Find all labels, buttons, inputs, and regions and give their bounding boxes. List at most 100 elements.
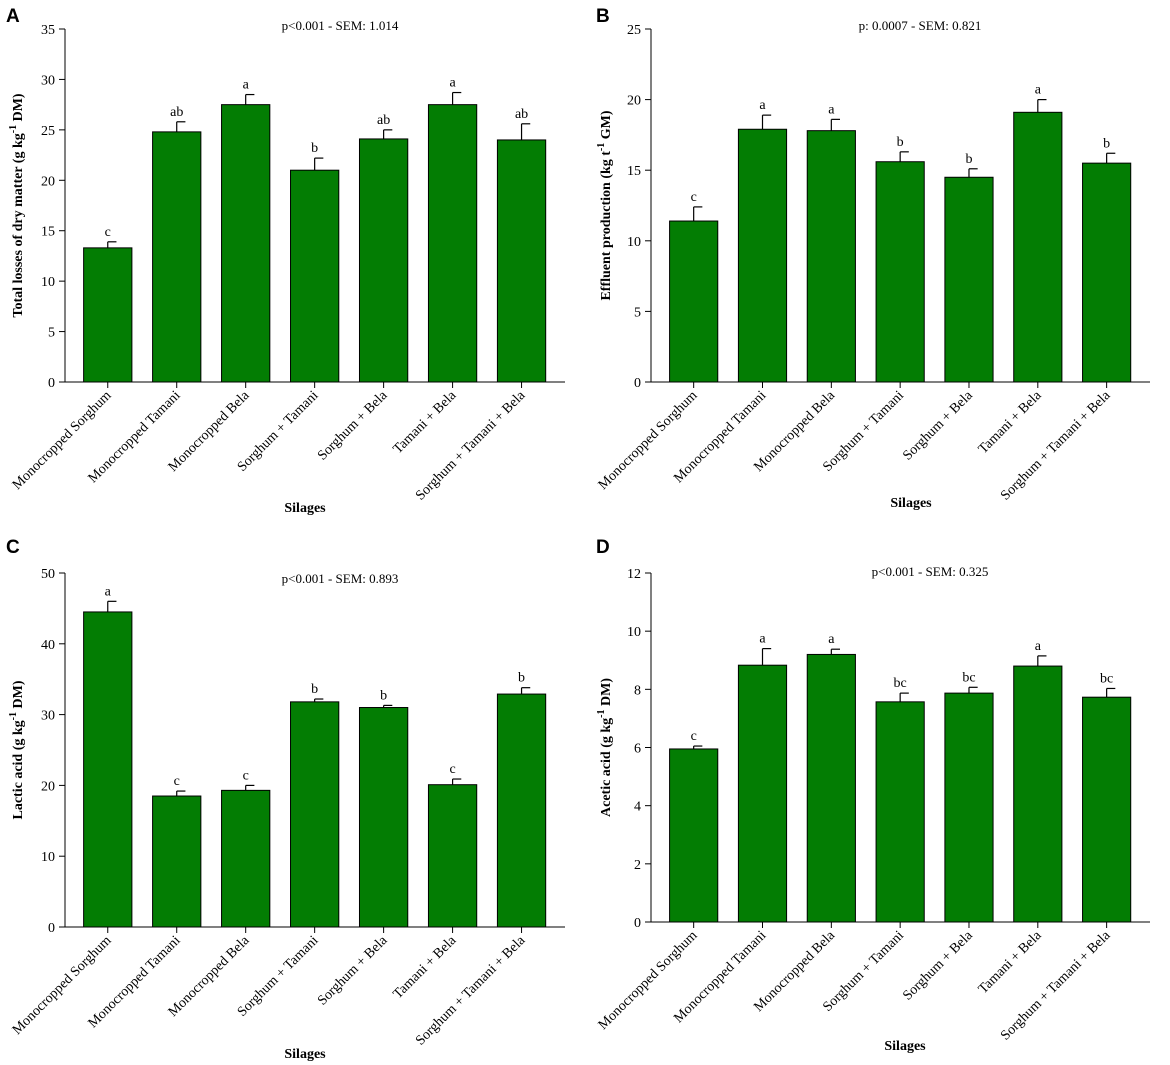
significance-letter: b: [1103, 136, 1110, 151]
y-tick-label: 10: [627, 625, 641, 640]
significance-letter: a: [243, 78, 250, 93]
stats-annotation: p<0.001 - SEM: 0.893: [282, 571, 399, 586]
x-category-label: Tamani + Bela: [976, 928, 1045, 997]
significance-letter: a: [1035, 639, 1042, 654]
bar: [496, 139, 547, 383]
y-tick-label: 5: [634, 305, 641, 320]
bar: [875, 701, 925, 923]
bar: [427, 784, 478, 928]
stats-annotation: p: 0.0007 - SEM: 0.821: [859, 18, 982, 33]
y-tick-label: 4: [634, 800, 641, 815]
y-tick-label: 10: [627, 235, 641, 250]
bar: [1082, 696, 1132, 923]
y-tick-label: 30: [41, 73, 55, 88]
bar: [669, 220, 719, 383]
y-axis-title: Lactic acid (g kg-1 DM): [8, 680, 26, 819]
significance-letter: bc: [894, 676, 907, 691]
bar: [427, 104, 478, 383]
y-tick-label: 0: [48, 376, 55, 391]
x-category-label: Sorghum + Tamani + Bela: [998, 388, 1114, 504]
y-tick-label: 30: [41, 709, 55, 724]
bar: [875, 161, 925, 383]
significance-letter: b: [897, 135, 904, 150]
panel-letter: B: [596, 6, 610, 27]
bar: [1013, 111, 1063, 383]
significance-letter: c: [449, 762, 455, 777]
x-category-label: Tamani + Bela: [391, 933, 460, 1002]
x-category-label: Sorghum + Bela: [900, 388, 976, 464]
bar: [83, 247, 133, 383]
significance-letter: b: [311, 141, 318, 156]
significance-letter: ab: [377, 113, 390, 128]
y-tick-label: 2: [634, 858, 641, 873]
y-tick-label: 40: [41, 638, 55, 653]
panel-letter: A: [6, 6, 20, 27]
stats-annotation: p<0.001 - SEM: 0.325: [872, 564, 989, 579]
significance-letter: a: [759, 632, 766, 647]
significance-letter: c: [105, 225, 111, 240]
y-tick-label: 25: [627, 23, 641, 38]
y-axis-title: Acetic acid (g kg-1 DM): [596, 678, 614, 817]
bar: [806, 653, 856, 923]
y-tick-label: 6: [634, 742, 641, 757]
x-axis-title: Silages: [284, 501, 326, 516]
bar: [358, 707, 409, 928]
y-tick-label: 20: [41, 174, 55, 189]
bar: [152, 795, 202, 928]
x-category-label: Tamani + Bela: [391, 388, 460, 457]
significance-letter: a: [759, 98, 766, 113]
bar: [221, 789, 271, 928]
x-category-label: Sorghum + Bela: [900, 928, 976, 1004]
significance-letter: bc: [962, 670, 975, 685]
x-axis-title: Silages: [890, 496, 932, 511]
x-category-label: Sorghum + Tamani + Bela: [413, 388, 529, 504]
x-category-label: Sorghum + Bela: [315, 933, 391, 1009]
x-axis-title: Silages: [884, 1039, 926, 1054]
y-tick-label: 0: [634, 376, 641, 391]
bar: [496, 693, 547, 928]
significance-letter: b: [380, 688, 387, 703]
x-axis-title: Silages: [284, 1047, 326, 1062]
y-tick-label: 5: [48, 326, 55, 341]
significance-letter: b: [518, 671, 525, 686]
significance-letter: bc: [1100, 671, 1113, 686]
panel-letter: C: [6, 537, 20, 558]
significance-letter: a: [828, 632, 835, 647]
bar: [1082, 162, 1132, 383]
bar: [290, 701, 340, 928]
significance-letter: c: [691, 729, 697, 744]
x-category-label: Sorghum + Bela: [315, 388, 391, 464]
significance-letter: ab: [515, 107, 528, 122]
significance-letter: ab: [170, 105, 183, 120]
y-tick-label: 20: [41, 779, 55, 794]
y-tick-label: 0: [634, 916, 641, 931]
bar: [358, 138, 409, 383]
bar: [944, 176, 994, 383]
significance-letter: b: [965, 152, 972, 167]
bar: [83, 611, 133, 928]
y-tick-label: 10: [41, 850, 55, 865]
bar: [1013, 665, 1063, 923]
significance-letter: a: [449, 76, 456, 91]
y-tick-label: 50: [41, 567, 55, 582]
significance-letter: a: [1035, 83, 1042, 98]
y-axis-title: Effluent production (kg t-1 GM): [596, 110, 614, 300]
bar: [152, 131, 202, 383]
significance-letter: b: [311, 682, 318, 697]
significance-letter: c: [243, 768, 249, 783]
x-category-label: Tamani + Bela: [976, 388, 1045, 457]
bar: [737, 128, 788, 383]
y-tick-label: 35: [41, 23, 55, 38]
bar: [221, 104, 271, 383]
significance-letter: c: [174, 774, 180, 789]
x-category-label: Sorghum + Tamani + Bela: [413, 933, 529, 1049]
y-tick-label: 15: [627, 164, 641, 179]
y-tick-label: 8: [634, 683, 641, 698]
y-tick-label: 12: [627, 567, 641, 582]
y-tick-label: 20: [627, 94, 641, 109]
